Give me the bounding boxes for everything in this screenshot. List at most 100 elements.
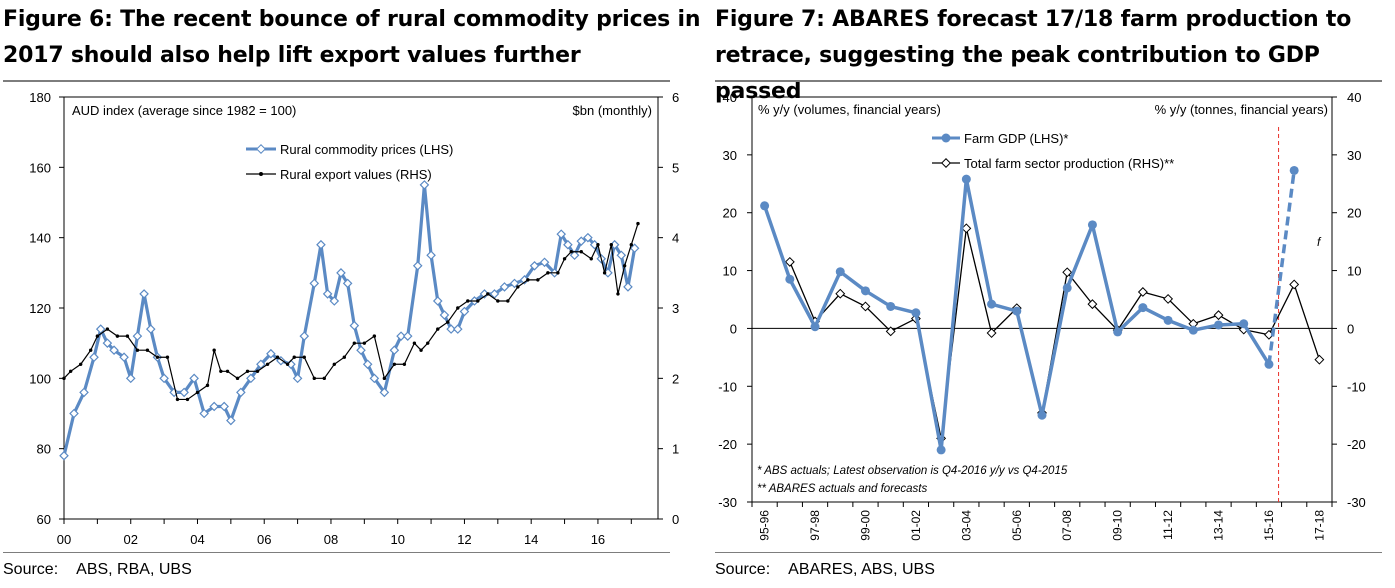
farm-production-point (1264, 329, 1274, 340)
rural-export-values-point (185, 397, 190, 402)
y-right-tick-label: -20 (1347, 437, 1366, 452)
farm-gdp-point (886, 301, 896, 311)
rural-commodity-prices-point (266, 348, 276, 359)
rural-export-values-point (556, 271, 560, 275)
y-right-tick-label: 5 (672, 160, 679, 175)
rural-commodity-prices-point (189, 373, 199, 384)
footnote-abares: ** ABARES actuals and forecasts (757, 483, 927, 495)
rural-commodity-prices-point (499, 282, 510, 292)
farm-production-point (1087, 299, 1098, 310)
rural-commodity-prices-point (426, 250, 436, 261)
rural-export-values-point (392, 362, 397, 366)
figure-6-title-line1: Figure 6: The recent bounce of rural com… (3, 7, 701, 32)
farm-production-point (1163, 293, 1174, 304)
farm-gdp-point (1214, 320, 1224, 330)
rural-commodity-prices-point (396, 331, 406, 341)
y-left-tick-label: 30 (723, 148, 737, 163)
legend-marker-commodity-prices (256, 144, 266, 154)
x-tick-label: 09-10 (1111, 510, 1125, 541)
rural-commodity-prices-point (629, 243, 640, 254)
y-left-tick-label: 160 (29, 160, 51, 175)
x-tick-label: 12 (457, 532, 471, 547)
rural-commodity-prices-point (226, 415, 236, 426)
rural-export-values-point (412, 341, 417, 345)
y-left-tick-label: -30 (718, 495, 737, 510)
rural-export-values-point (225, 369, 230, 373)
y-right-tick-label: 10 (1347, 264, 1361, 279)
rural-export-values-point (486, 292, 490, 296)
rural-export-values-point (589, 257, 593, 261)
source-text: ABS, RBA, UBS (76, 561, 192, 578)
rural-commodity-prices-point (139, 289, 149, 299)
y-right-tick-label: 6 (672, 90, 679, 105)
rural-commodity-prices-point (246, 373, 256, 384)
farm-production-point (860, 301, 871, 312)
legend-marker-farm-production (941, 158, 951, 168)
farm-gdp-point (810, 322, 820, 332)
legend-label-export-values: Rural export values (RHS) (280, 167, 432, 182)
farm-gdp-point (760, 201, 770, 211)
rural-export-values-point (596, 243, 600, 247)
farm-gdp-point (1037, 410, 1047, 420)
farm-gdp-point (1087, 220, 1097, 230)
rural-export-values-point (195, 390, 200, 395)
rural-export-values-point (88, 348, 93, 352)
rural-export-values-point (312, 376, 316, 381)
rural-commodity-prices-point (509, 278, 520, 289)
x-tick-label: 06 (257, 532, 271, 547)
rural-commodity-prices-point (219, 401, 229, 412)
rural-export-values-point (219, 369, 223, 373)
x-tick-label: 04 (190, 532, 204, 547)
x-tick-label: 02 (124, 532, 138, 547)
rural-commodity-prices-point (299, 331, 310, 341)
figure-6-title-line2: 2017 should also help lift export values… (3, 43, 581, 68)
rural-commodity-prices-point (389, 345, 400, 356)
y-left-tick-label: 40 (723, 90, 737, 105)
rural-commodity-prices-point (439, 310, 450, 320)
plot-frame (751, 96, 1333, 503)
rural-commodity-prices-point (256, 359, 266, 370)
farm-gdp-point (1289, 165, 1299, 175)
rural-commodity-prices-point (529, 260, 540, 271)
rural-export-values-point (629, 243, 634, 247)
y-left-tick-label: 80 (37, 442, 51, 457)
farm-gdp-point (911, 308, 921, 318)
y-right-tick-label: 0 (672, 512, 679, 527)
x-tick-label: 10 (390, 532, 404, 547)
rural-export-values-point (275, 355, 280, 359)
rural-export-values-point (78, 362, 83, 366)
rural-commodity-prices-point (349, 320, 360, 331)
figure-6-source-rule (3, 552, 670, 553)
y-left-tick-label: 10 (723, 264, 737, 279)
rural-export-values-point (456, 306, 460, 310)
rural-commodity-prices-point (79, 387, 89, 398)
rural-commodity-prices-point (356, 345, 366, 356)
rural-export-values-point (62, 376, 66, 381)
rural-commodity-prices-point (519, 275, 530, 285)
rural-export-values-point (476, 299, 480, 303)
rural-commodity-prices-point (132, 331, 143, 341)
rural-export-values-point (135, 348, 140, 352)
y-left-tick-label: 20 (723, 206, 737, 221)
y-right-axis-label: % y/y (tonnes, financial years) (1155, 102, 1328, 117)
rural-export-values-point (245, 369, 250, 373)
farm-production-point (1188, 318, 1199, 329)
figure-7-source-rule (715, 552, 1382, 553)
rural-commodity-prices-point (159, 373, 169, 384)
rural-commodity-prices-point (109, 345, 119, 356)
rural-export-values-point (419, 348, 423, 352)
rural-commodity-prices-point (432, 296, 443, 306)
rural-commodity-prices-point (616, 250, 627, 261)
farm-production-point (986, 328, 997, 339)
rural-commodity-prices-point (336, 268, 346, 278)
x-tick-label: 08 (324, 532, 338, 547)
rural-export-values-point (382, 376, 387, 381)
farm-gdp-point (860, 286, 870, 296)
rural-export-values-point (302, 355, 306, 359)
rural-commodity-prices-point (446, 324, 456, 334)
farm-gdp-point (1163, 315, 1173, 325)
rural-commodity-prices-point (609, 239, 620, 250)
rural-export-values-point (536, 278, 540, 282)
rural-export-values-point (105, 327, 110, 331)
rural-commodity-prices-point (209, 401, 219, 412)
